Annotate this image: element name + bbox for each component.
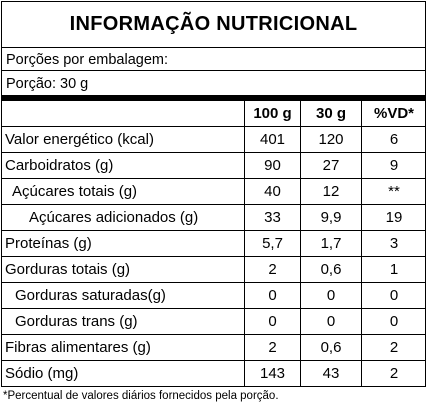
header-30g: 30 g [300, 101, 361, 126]
value-vd: 0 [361, 283, 426, 308]
value-30g: 12 [300, 179, 361, 204]
footnote: *Percentual de valores diários fornecido… [3, 390, 279, 402]
table-row-added-sugars: Açúcares adicionados (g) 33 9,9 19 [2, 205, 425, 231]
value-30g: 0,6 [300, 257, 361, 282]
table-row-energy: Valor energético (kcal) 401 120 6 [2, 127, 425, 153]
nutrient-name: Sódio (mg) [5, 365, 79, 382]
value-100g: 2 [244, 257, 300, 282]
nutrient-name: Açúcares totais (g) [12, 183, 138, 200]
nutrition-label: INFORMAÇÃO NUTRICIONAL Porções por embal… [1, 1, 426, 387]
value-vd: 0 [361, 309, 426, 334]
value-100g: 2 [244, 335, 300, 360]
value-30g: 0,6 [300, 335, 361, 360]
table-row-proteins: Proteínas (g) 5,7 1,7 3 [2, 231, 425, 257]
table-header-row: 100 g 30 g %VD* [2, 101, 425, 127]
label-title: INFORMAÇÃO NUTRICIONAL [2, 2, 425, 48]
value-vd: 19 [361, 205, 426, 230]
value-vd: ** [361, 179, 426, 204]
nutrient-name: Carboidratos (g) [5, 157, 114, 174]
table-row-total-sugars: Açúcares totais (g) 40 12 ** [2, 179, 425, 205]
value-100g: 0 [244, 283, 300, 308]
thick-divider [2, 95, 425, 101]
table-row-fiber: Fibras alimentares (g) 2 0,6 2 [2, 335, 425, 361]
value-30g: 27 [300, 153, 361, 178]
value-100g: 90 [244, 153, 300, 178]
value-vd: 1 [361, 257, 426, 282]
nutrient-name: Açúcares adicionados (g) [29, 209, 199, 226]
portion-size: Porção: 30 g [6, 76, 89, 92]
table-row-sodium: Sódio (mg) 143 43 2 [2, 361, 425, 386]
nutrient-name: Fibras alimentares (g) [5, 339, 151, 356]
value-vd: 2 [361, 361, 426, 386]
header-vd: %VD* [361, 101, 426, 126]
value-100g: 5,7 [244, 231, 300, 256]
value-vd: 3 [361, 231, 426, 256]
nutrient-name: Valor energético (kcal) [5, 131, 154, 148]
nutrient-name: Gorduras saturadas(g) [15, 287, 166, 304]
value-vd: 9 [361, 153, 426, 178]
nutrient-name: Proteínas (g) [5, 235, 92, 252]
value-100g: 401 [244, 127, 300, 152]
table-row-carbs: Carboidratos (g) 90 27 9 [2, 153, 425, 179]
value-30g: 43 [300, 361, 361, 386]
value-30g: 120 [300, 127, 361, 152]
header-100g: 100 g [244, 101, 300, 126]
value-vd: 2 [361, 335, 426, 360]
value-vd: 6 [361, 127, 426, 152]
nutrient-name: Gorduras trans (g) [15, 313, 138, 330]
table-row-total-fat: Gorduras totais (g) 2 0,6 1 [2, 257, 425, 283]
table-row-trans-fat: Gorduras trans (g) 0 0 0 [2, 309, 425, 335]
value-100g: 33 [244, 205, 300, 230]
value-30g: 1,7 [300, 231, 361, 256]
value-100g: 0 [244, 309, 300, 334]
value-30g: 9,9 [300, 205, 361, 230]
nutrient-name: Gorduras totais (g) [5, 261, 131, 278]
value-100g: 40 [244, 179, 300, 204]
value-30g: 0 [300, 283, 361, 308]
portions-per-package: Porções por embalagem: [2, 50, 425, 71]
table-row-saturated-fat: Gorduras saturadas(g) 0 0 0 [2, 283, 425, 309]
value-100g: 143 [244, 361, 300, 386]
value-30g: 0 [300, 309, 361, 334]
